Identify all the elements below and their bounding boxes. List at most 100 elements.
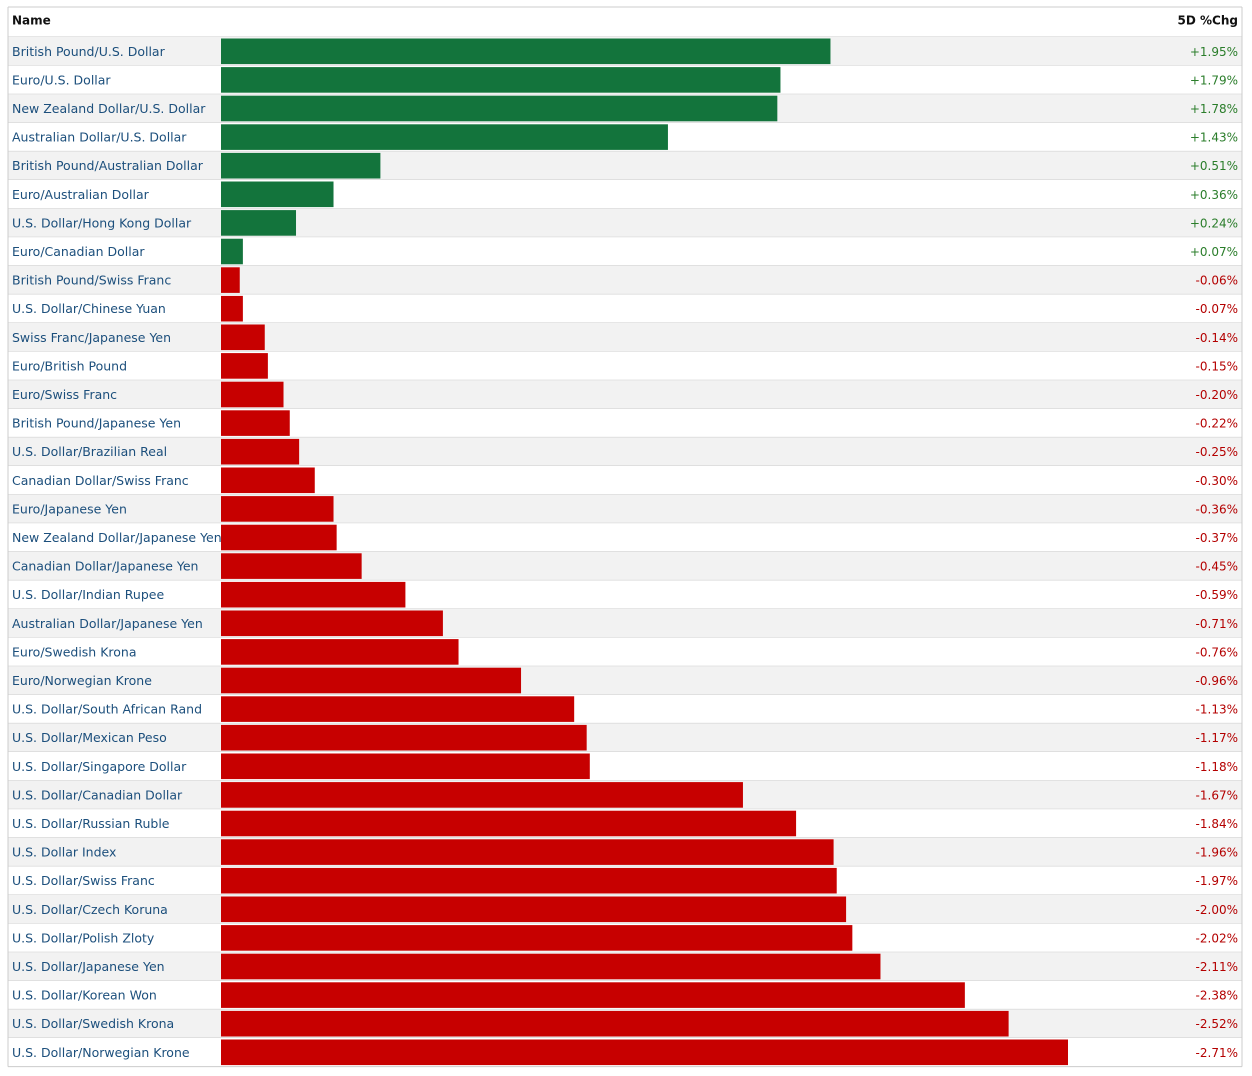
bar xyxy=(221,867,837,894)
row-name[interactable]: British Pound/Australian Dollar xyxy=(12,158,204,173)
row-name[interactable]: British Pound/Swiss Franc xyxy=(12,273,171,288)
row-background xyxy=(8,694,1242,724)
bar xyxy=(221,724,587,751)
row-name[interactable]: Euro/Swedish Krona xyxy=(12,644,137,659)
row-background xyxy=(8,580,1242,609)
row-name[interactable]: Euro/Norwegian Krone xyxy=(12,673,152,688)
value-label: -0.37% xyxy=(1196,531,1238,545)
value-label: +0.36% xyxy=(1190,188,1238,202)
row-name[interactable]: Euro/Australian Dollar xyxy=(12,187,150,202)
row-name[interactable]: U.S. Dollar/Norwegian Krone xyxy=(12,1045,190,1060)
row-background xyxy=(8,237,1242,266)
row-name[interactable]: U.S. Dollar/Indian Rupee xyxy=(12,587,164,602)
column-header: 5D %Chg xyxy=(1178,14,1238,28)
row-background xyxy=(8,551,1242,581)
bar xyxy=(221,410,290,436)
bar xyxy=(221,610,443,637)
value-label: -1.13% xyxy=(1196,703,1238,717)
row-background xyxy=(8,666,1242,695)
row-name[interactable]: U.S. Dollar/Russian Ruble xyxy=(12,816,170,831)
value-label: -2.02% xyxy=(1196,931,1238,945)
row-name[interactable]: U.S. Dollar/Swiss Franc xyxy=(12,873,155,888)
bar xyxy=(221,696,575,722)
bar xyxy=(221,782,743,808)
row-name[interactable]: U.S. Dollar/Mexican Peso xyxy=(12,730,167,745)
value-label: -1.67% xyxy=(1196,788,1238,802)
row-name[interactable]: British Pound/U.S. Dollar xyxy=(12,44,166,59)
value-label: -0.96% xyxy=(1196,674,1238,688)
bar xyxy=(221,667,522,694)
value-label: -0.15% xyxy=(1196,359,1238,373)
value-label: +1.95% xyxy=(1190,45,1238,59)
value-label: +1.78% xyxy=(1190,102,1238,116)
bar xyxy=(221,181,334,208)
row-name[interactable]: New Zealand Dollar/Japanese Yen xyxy=(12,530,222,545)
row-name[interactable]: Canadian Dollar/Japanese Yen xyxy=(12,559,198,574)
row-name[interactable]: U.S. Dollar/Brazilian Real xyxy=(12,444,167,459)
bar xyxy=(221,124,668,150)
bar xyxy=(221,38,831,65)
row-name[interactable]: Euro/U.S. Dollar xyxy=(12,72,111,87)
row-name[interactable]: U.S. Dollar/Singapore Dollar xyxy=(12,759,187,774)
row-name[interactable]: Canadian Dollar/Swiss Franc xyxy=(12,473,189,488)
row-name[interactable]: British Pound/Japanese Yen xyxy=(12,416,181,431)
row-name[interactable]: U.S. Dollar/Canadian Dollar xyxy=(12,787,183,802)
bar xyxy=(221,1010,1009,1037)
row-name[interactable]: U.S. Dollar/Polish Zloty xyxy=(12,930,155,945)
row-background xyxy=(8,208,1242,238)
row-name[interactable]: U.S. Dollar/Korean Won xyxy=(12,988,157,1003)
bar xyxy=(221,438,300,465)
value-label: +0.51% xyxy=(1190,159,1238,173)
bar xyxy=(221,67,781,93)
value-label: -1.18% xyxy=(1196,760,1238,774)
row-name[interactable]: U.S. Dollar/South African Rand xyxy=(12,702,202,717)
bar xyxy=(221,896,847,923)
bar xyxy=(221,753,590,780)
bar xyxy=(221,353,268,379)
value-label: -0.20% xyxy=(1196,388,1238,402)
row-background xyxy=(8,752,1242,781)
row-name[interactable]: Australian Dollar/U.S. Dollar xyxy=(12,130,187,145)
bar xyxy=(221,810,797,837)
bar xyxy=(221,982,965,1008)
bar xyxy=(221,953,881,980)
bar xyxy=(221,1039,1068,1066)
row-name[interactable]: Euro/Canadian Dollar xyxy=(12,244,145,259)
row-background xyxy=(8,380,1242,409)
row-name[interactable]: U.S. Dollar/Japanese Yen xyxy=(12,959,165,974)
value-label: +0.07% xyxy=(1190,245,1238,259)
row-name[interactable]: U.S. Dollar/Swedish Krona xyxy=(12,1016,174,1031)
bar xyxy=(221,381,284,408)
value-label: -0.76% xyxy=(1196,645,1238,659)
bar xyxy=(221,639,459,665)
value-label: -2.71% xyxy=(1196,1046,1238,1060)
value-label: -2.38% xyxy=(1196,989,1238,1003)
bar xyxy=(221,95,778,122)
row-name[interactable]: Swiss Franc/Japanese Yen xyxy=(12,330,171,345)
row-background xyxy=(8,466,1242,495)
bar xyxy=(221,324,265,351)
row-background xyxy=(8,723,1242,752)
row-name[interactable]: Euro/British Pound xyxy=(12,358,127,373)
row-background xyxy=(8,294,1242,323)
row-name[interactable]: U.S. Dollar/Hong Kong Dollar xyxy=(12,215,192,230)
row-name[interactable]: U.S. Dollar/Chinese Yuan xyxy=(12,301,166,316)
row-name[interactable]: Australian Dollar/Japanese Yen xyxy=(12,616,203,631)
row-name[interactable]: Euro/Swiss Franc xyxy=(12,387,117,402)
row-background xyxy=(8,408,1242,438)
row-name[interactable]: Euro/Japanese Yen xyxy=(12,501,127,516)
value-label: -0.25% xyxy=(1196,445,1238,459)
row-name[interactable]: U.S. Dollar Index xyxy=(12,845,116,860)
value-label: -1.96% xyxy=(1196,846,1238,860)
bar xyxy=(221,267,240,293)
row-background xyxy=(8,151,1242,180)
column-header: Name xyxy=(12,14,51,28)
row-name[interactable]: New Zealand Dollar/U.S. Dollar xyxy=(12,101,206,116)
bar xyxy=(221,295,243,322)
row-name[interactable]: U.S. Dollar/Czech Koruna xyxy=(12,902,168,917)
value-label: -0.36% xyxy=(1196,502,1238,516)
row-background xyxy=(8,180,1242,209)
bar xyxy=(221,152,381,179)
row-background xyxy=(8,637,1242,667)
